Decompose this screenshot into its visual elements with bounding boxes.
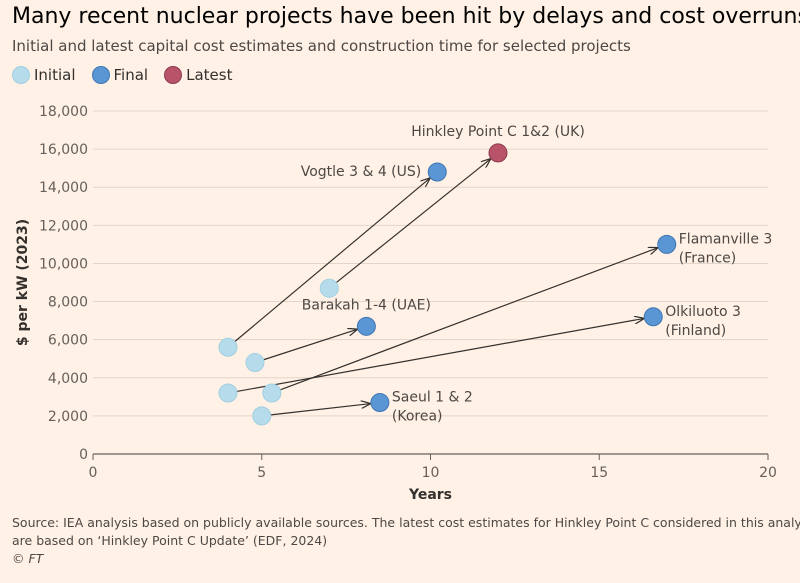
x-tick-label: 5 [257, 465, 266, 481]
initial-point [252, 406, 272, 426]
x-tick-label: 0 [89, 465, 98, 481]
legend-item-final: Final [91, 66, 149, 84]
y-tick-label: 4,000 [48, 371, 88, 387]
initial-point [245, 353, 265, 373]
y-tick-label: 12,000 [39, 218, 88, 234]
project-label-line: (Korea) [392, 409, 443, 425]
arrow-line [236, 319, 644, 393]
x-tick-label: 10 [422, 465, 440, 481]
legend-swatch-final [91, 66, 110, 84]
arrow-line [270, 404, 370, 416]
final-point [657, 234, 677, 254]
legend-label-initial: Initial [34, 66, 76, 84]
arrow-line [280, 248, 657, 391]
y-tick-label: 14,000 [39, 180, 88, 196]
project-label-line: Hinkley Point C 1&2 (UK) [411, 124, 585, 140]
footnote: Source: IEA analysis based on publicly a… [12, 514, 800, 568]
source-note-line-1: Source: IEA analysis based on publicly a… [12, 515, 800, 530]
project-label: Hinkley Point C 1&2 (UK) [411, 124, 585, 140]
y-tick-label: 10,000 [39, 256, 88, 272]
project-label: Vogtle 3 & 4 (US) [301, 164, 422, 180]
chart-plot: 0 2,000 4,000 6,000 8,000 10,000 12,000 14,000 1… [15, 104, 777, 503]
arrow-line [234, 178, 430, 342]
x-tick-label: 15 [590, 465, 608, 481]
final-point [643, 307, 663, 327]
project-label: Barakah 1-4 (UAE) [302, 297, 431, 313]
legend-label-final: Final [113, 66, 149, 84]
project-label-line: Vogtle 3 & 4 (US) [301, 164, 422, 180]
label-layer: Vogtle 3 & 4 (US) Hinkley Point C 1&2 (UK… [301, 124, 773, 425]
project-label-line: (France) [679, 250, 736, 266]
y-tick-label: 16,000 [39, 142, 88, 158]
x-tick-label: 20 [759, 465, 777, 481]
final-point [356, 316, 376, 336]
arrow-layer [234, 159, 657, 416]
y-tick-label: 8,000 [48, 295, 88, 311]
project-label-line: (Finland) [665, 323, 726, 339]
y-tick-label: 0 [79, 447, 88, 463]
final-point [427, 162, 447, 182]
y-tick-label: 6,000 [48, 333, 88, 349]
y-axis-title: $ per kW (2023) [15, 219, 31, 346]
project-label: Saeul 1 & 2 (Korea) [392, 390, 473, 425]
initial-point [218, 383, 238, 403]
project-label-line: Saeul 1 & 2 [392, 390, 473, 406]
x-axis-title: Years [408, 487, 452, 503]
y-tick-label: 18,000 [39, 104, 88, 120]
chart-subtitle: Initial and latest capital cost estimate… [12, 37, 631, 55]
project-label-line: Barakah 1-4 (UAE) [302, 297, 431, 313]
legend-swatch-latest [164, 66, 183, 84]
project-label: Flamanville 3 (France) [679, 231, 773, 266]
legend-item-initial: Initial [12, 66, 76, 84]
y-tick-label: 2,000 [48, 409, 88, 425]
source-note-line-2: are based on ‘Hinkley Point C Update’ (E… [12, 533, 328, 548]
project-label-line: Flamanville 3 [679, 231, 773, 247]
initial-point [262, 383, 282, 403]
chart-title: Many recent nuclear projects have been h… [12, 4, 800, 29]
latest-point [488, 143, 508, 163]
project-label-line: Olkiluoto 3 [665, 304, 741, 320]
initial-point [319, 278, 339, 298]
legend-label-latest: Latest [186, 66, 233, 84]
project-label: Olkiluoto 3 (Finland) [665, 304, 741, 339]
legend-swatch-initial [12, 66, 30, 84]
point-layer [218, 143, 677, 426]
arrow-line [263, 329, 357, 361]
initial-point [218, 337, 238, 357]
copyright: © FT [12, 551, 44, 566]
legend-item-latest: Latest [164, 66, 232, 84]
final-point [370, 393, 390, 413]
axis-layer: 0 2,000 4,000 6,000 8,000 10,000 12,000 14,000 1… [15, 104, 777, 503]
legend: Initial Final Latest [12, 66, 248, 84]
arrow-line [335, 159, 490, 284]
